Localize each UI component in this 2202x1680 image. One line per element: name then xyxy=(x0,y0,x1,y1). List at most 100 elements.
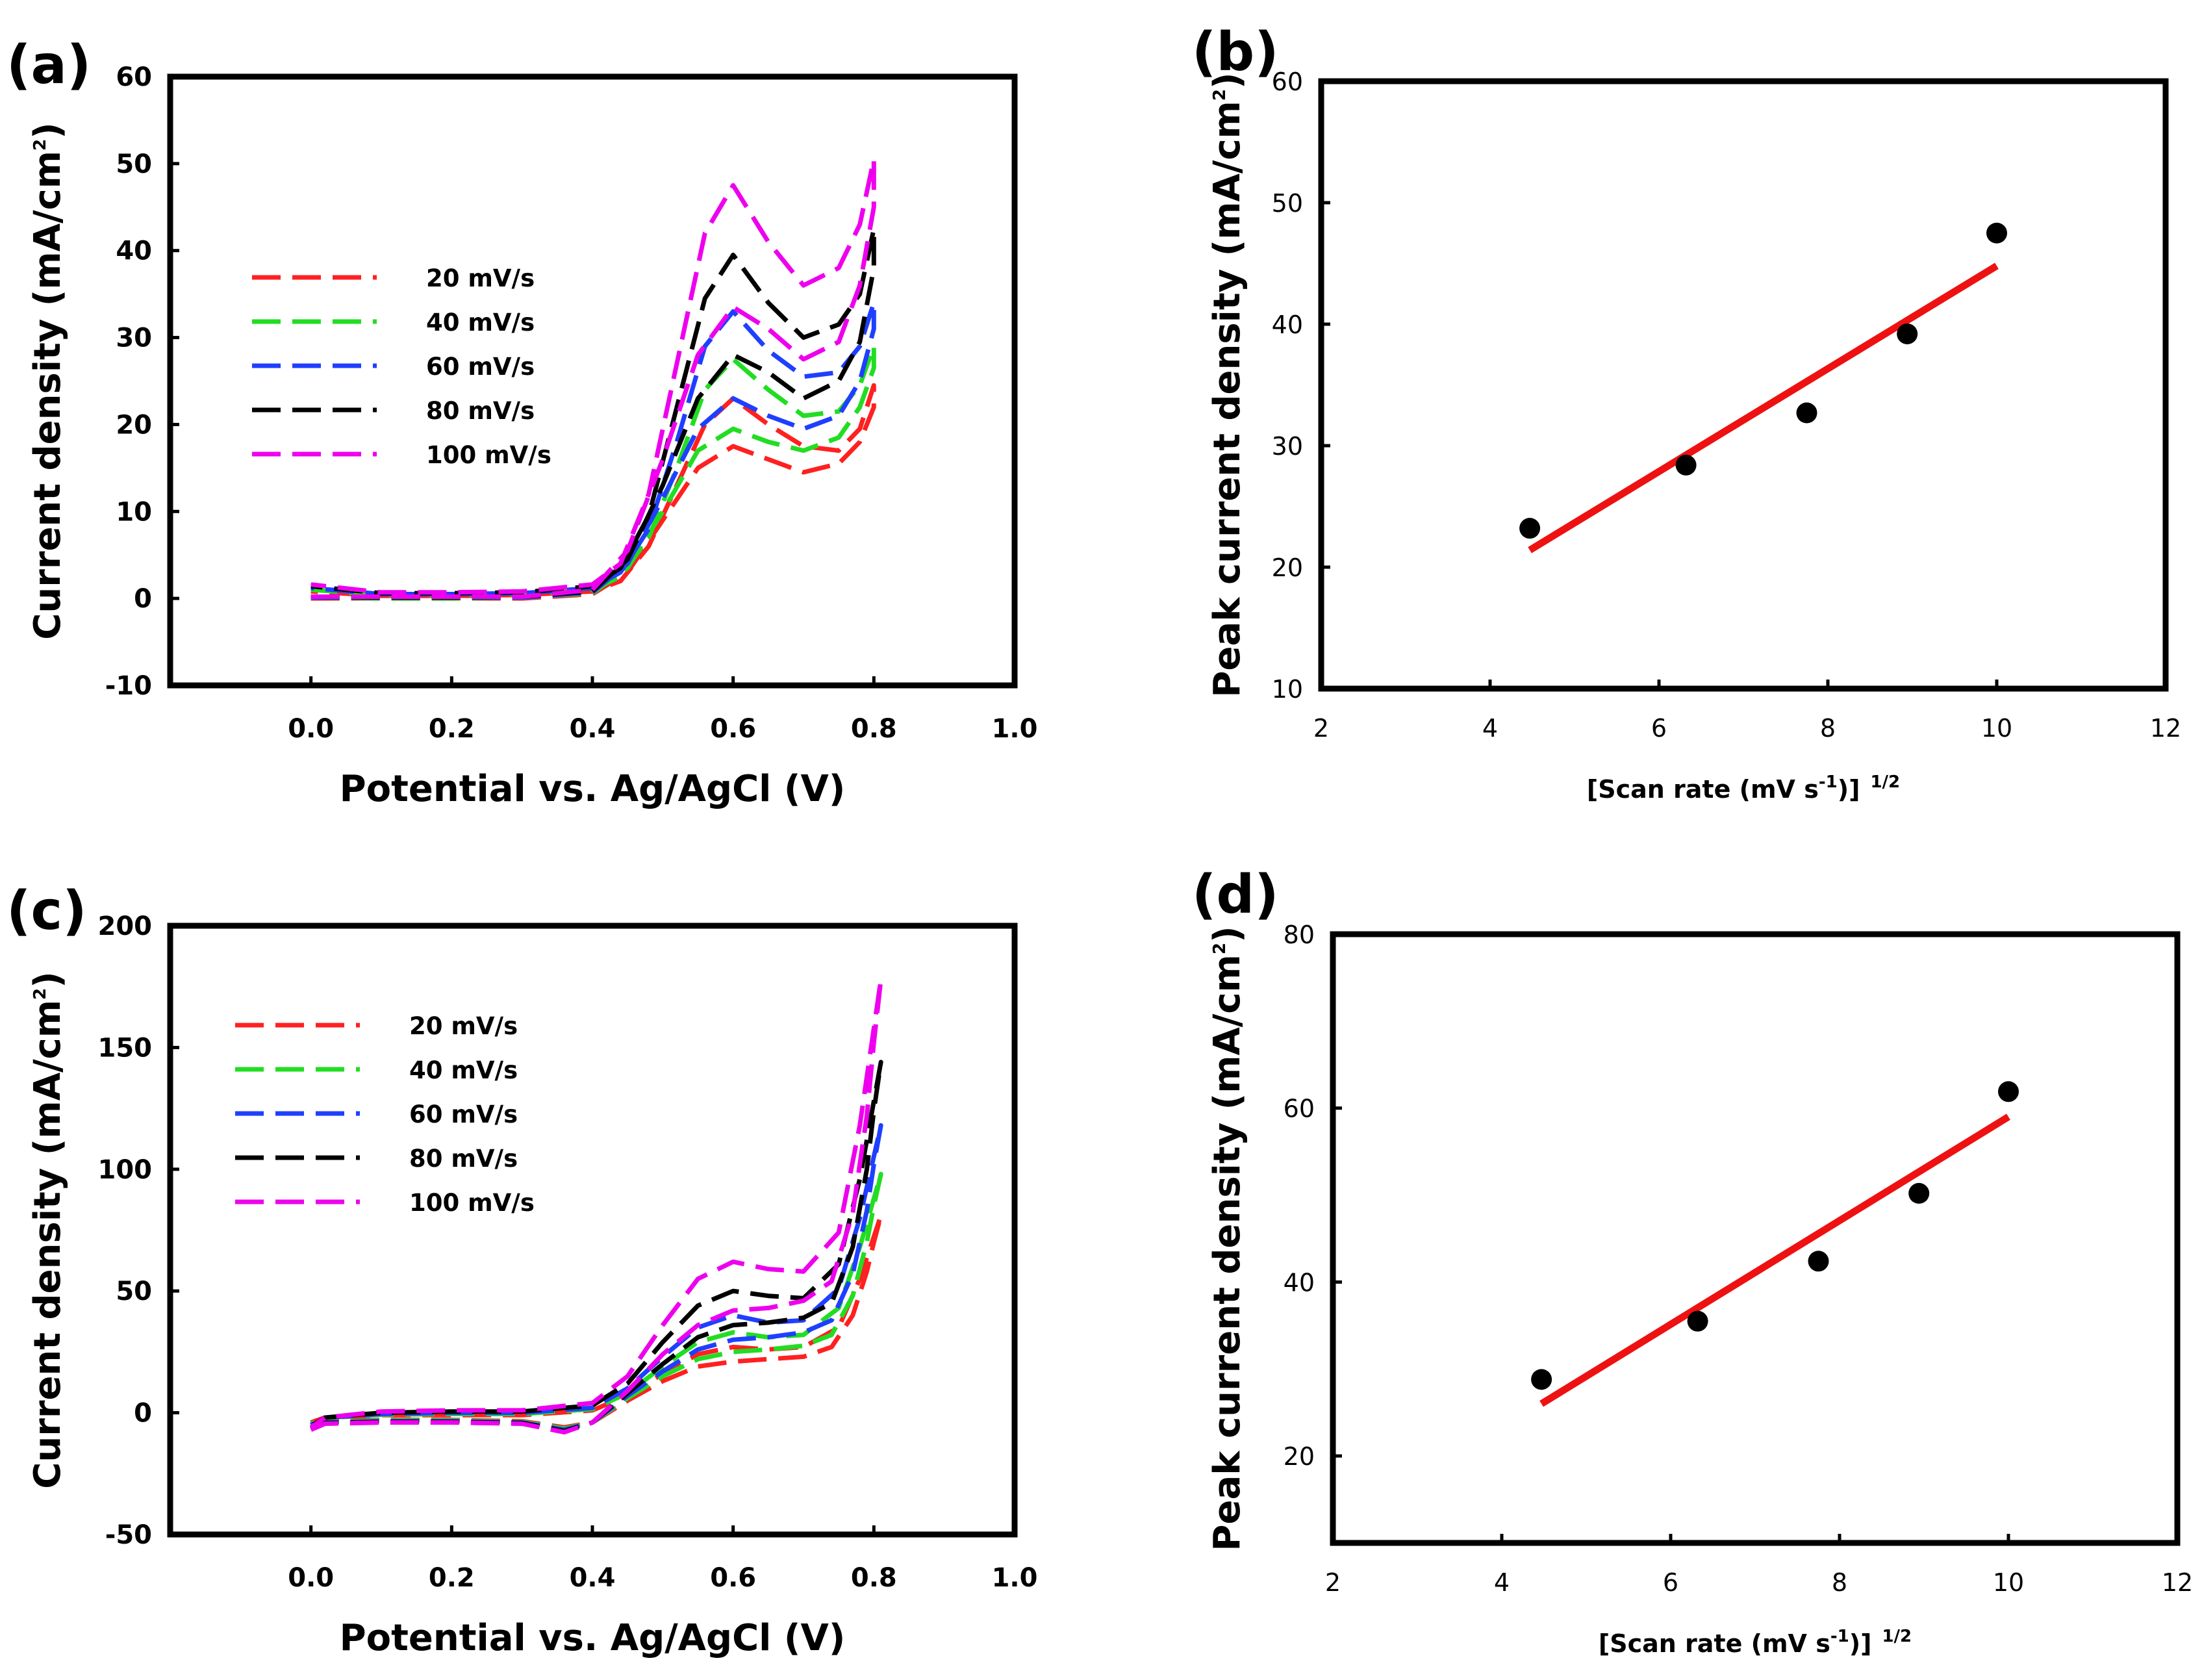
series-100-mv-s xyxy=(310,157,876,599)
x-axis-title-power: 1/2 xyxy=(1870,772,1900,792)
y-axis-title: Current density (mA/cm2) xyxy=(27,122,69,640)
plot-frame xyxy=(1318,78,2169,692)
y-axis-title-text: Current density (mA/cm xyxy=(27,151,69,640)
y-axis-title-sup: 2 xyxy=(31,139,50,151)
series-20-mv-s xyxy=(310,383,876,601)
x-tick-label: 1.0 xyxy=(992,1563,1038,1593)
y-tick-label: 100 xyxy=(98,1155,153,1185)
y-axis-title-text: Peak current density (mA/cm xyxy=(1206,954,1248,1551)
data-point xyxy=(1531,1369,1552,1390)
data-point xyxy=(1796,402,1817,424)
x-axis-title: Potential vs. Ag/AgCl (V) xyxy=(340,768,846,810)
fit-line xyxy=(1539,1114,2010,1407)
y-axis-title: Peak current density (mA/cm2) xyxy=(1206,926,1248,1551)
x-axis-title-text: [Scan rate (mV s xyxy=(1587,775,1819,804)
x-tick-label: 0.6 xyxy=(710,714,756,744)
x-tick-label: 12 xyxy=(2150,714,2181,743)
data-point xyxy=(1986,222,2007,244)
x-axis-title-end: )] xyxy=(1838,775,1860,804)
y-tick-label: 200 xyxy=(98,911,153,941)
x-tick-label: 12 xyxy=(2162,1568,2193,1597)
y-tick-label: 50 xyxy=(1272,189,1303,218)
x-tick-label: 0.0 xyxy=(288,714,334,744)
x-axis-title-power: 1/2 xyxy=(1882,1627,1912,1646)
legend-label: 20 mV/s xyxy=(426,264,535,292)
data-point xyxy=(1908,1182,1930,1204)
x-axis-title: [Scan rate (mV s-1)] 1/2 xyxy=(1599,1627,1912,1658)
y-tick-label: 50 xyxy=(116,1277,152,1306)
legend-label: 80 mV/s xyxy=(426,397,535,425)
data-point xyxy=(1519,518,1541,539)
x-tick-label: 6 xyxy=(1663,1568,1678,1597)
y-tick-label: -50 xyxy=(105,1520,152,1550)
x-tick-label: 0.4 xyxy=(570,714,616,744)
series-60-mv-s xyxy=(310,1123,883,1432)
y-tick-label: 40 xyxy=(1272,311,1303,339)
y-tick-label: 20 xyxy=(116,410,152,440)
panel-label: (c) xyxy=(6,880,87,942)
x-tick-label: 1.0 xyxy=(992,714,1038,744)
x-axis-title-sup: -1 xyxy=(1819,772,1838,792)
x-tick-label: 6 xyxy=(1651,714,1667,743)
y-tick-label: 40 xyxy=(116,236,152,266)
legend-label: 40 mV/s xyxy=(426,309,535,337)
x-axis-title: [Scan rate (mV s-1)] 1/2 xyxy=(1587,772,1900,804)
series-80-mv-s xyxy=(310,226,876,600)
x-tick-label: 0.4 xyxy=(570,1563,616,1593)
legend-label: 100 mV/s xyxy=(409,1189,535,1217)
legend-label: 60 mV/s xyxy=(409,1101,518,1128)
legend: 20 mV/s 40 mV/s 60 mV/s 80 mV/s 100 mV/s xyxy=(252,264,551,469)
legend-label: 60 mV/s xyxy=(426,353,535,381)
y-tick-label: 30 xyxy=(116,324,152,353)
panel-label: (d) xyxy=(1192,864,1279,926)
x-tick-label: 8 xyxy=(1832,1568,1847,1597)
x-axis-title-end: )] xyxy=(1849,1629,1872,1658)
y-tick-label: 20 xyxy=(1284,1442,1315,1471)
x-tick-label: 4 xyxy=(1494,1568,1510,1597)
series-40-mv-s xyxy=(310,344,876,601)
x-axis-title-sup: -1 xyxy=(1830,1627,1849,1646)
x-tick-label: 0.6 xyxy=(710,1563,756,1593)
panel-c: (c) 0.0 0.2 0.4 0.6 0.8 1.0 -50 0 50 100 150 200 Curr… xyxy=(6,880,1037,1659)
data-point xyxy=(1998,1081,2019,1102)
y-tick-label: 20 xyxy=(1272,554,1303,582)
y-axis-title-text: Current density (mA/cm xyxy=(27,1000,69,1489)
legend: 20 mV/s 40 mV/s 60 mV/s 80 mV/s 100 mV/s xyxy=(235,1012,535,1217)
y-tick-label: 0 xyxy=(134,1399,152,1429)
y-axis-title: Current density (mA/cm2) xyxy=(27,971,69,1489)
plot-frame xyxy=(167,73,1018,689)
data-point xyxy=(1808,1251,1829,1272)
y-axis-title-end: ) xyxy=(1206,72,1248,89)
y-tick-label: 60 xyxy=(116,62,152,92)
y-tick-label: 60 xyxy=(1284,1095,1315,1123)
y-tick-label: -10 xyxy=(105,671,152,701)
y-tick-label: 10 xyxy=(116,497,152,527)
x-tick-label: 0.2 xyxy=(429,714,475,744)
x-tick-label: 0.2 xyxy=(429,1563,475,1593)
y-tick-label: 0 xyxy=(134,584,152,614)
legend-label: 80 mV/s xyxy=(409,1145,518,1173)
y-axis-title-end: ) xyxy=(27,971,69,988)
x-tick-label: 4 xyxy=(1482,714,1498,743)
y-axis-title-sup: 2 xyxy=(1210,943,1230,954)
x-tick-label: 10 xyxy=(1981,714,2012,743)
panel-label: (a) xyxy=(6,34,91,96)
y-tick-label: 50 xyxy=(116,149,152,179)
data-point xyxy=(1687,1310,1708,1332)
legend-label: 100 mV/s xyxy=(426,441,551,469)
x-tick-label: 2 xyxy=(1313,714,1329,743)
y-axis-title: Peak current density (mA/cm2) xyxy=(1206,72,1248,697)
legend-label: 20 mV/s xyxy=(409,1012,518,1040)
series-80-mv-s xyxy=(309,1060,883,1434)
x-axis-title-text: [Scan rate (mV s xyxy=(1599,1629,1830,1658)
panel-a: (a) 0.0 0.2 0.4 0.6 0.8 1.0 -10 0 10 20 30 40 50 60 Cur… xyxy=(6,34,1037,810)
x-tick-label: 0.8 xyxy=(851,714,897,744)
y-tick-label: 150 xyxy=(98,1033,153,1063)
x-tick-label: 0.0 xyxy=(288,1563,334,1593)
y-tick-label: 60 xyxy=(1272,68,1303,96)
y-axis-title-end: ) xyxy=(27,122,69,139)
y-tick-label: 30 xyxy=(1272,432,1303,461)
y-tick-label: 80 xyxy=(1284,921,1315,949)
y-axis-title-sup: 2 xyxy=(31,988,50,1000)
